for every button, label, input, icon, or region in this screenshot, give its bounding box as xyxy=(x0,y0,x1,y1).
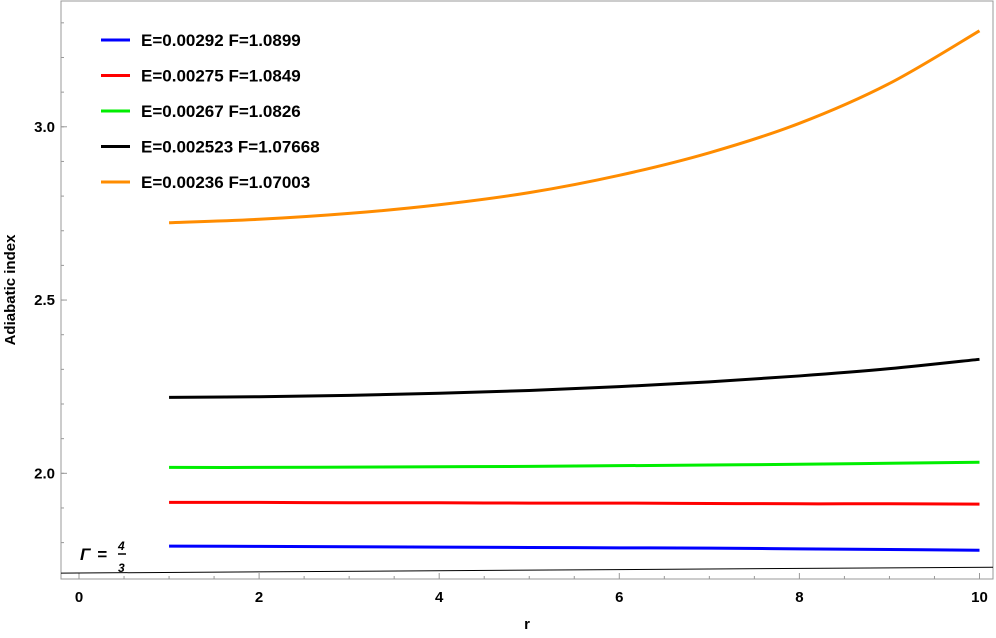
x-tick-label: 8 xyxy=(795,589,803,606)
series-line-3 xyxy=(169,460,980,469)
series-line-1 xyxy=(169,544,980,552)
x-tick-label: 2 xyxy=(255,589,263,606)
legend-label-5: E=0.00236 F=1.07003 xyxy=(141,173,310,192)
y-axis-label: Adiabatic index xyxy=(2,234,19,346)
y-tick-label: 2.5 xyxy=(34,292,55,309)
legend-label-3: E=0.00267 F=1.0826 xyxy=(141,102,301,121)
x-tick-label: 0 xyxy=(75,589,83,606)
gamma-reference-line xyxy=(60,566,994,574)
gamma-numerator: 4 xyxy=(117,539,125,553)
legend-label-2: E=0.00275 F=1.0849 xyxy=(141,67,301,86)
gamma-label: Γ = 4 3 xyxy=(80,539,126,575)
y-tick-label: 2.0 xyxy=(34,465,55,482)
x-axis-label: r xyxy=(524,616,530,633)
legend-label-1: E=0.00292 F=1.0899 xyxy=(141,31,301,50)
legend-label-4: E=0.002523 F=1.07668 xyxy=(141,138,320,157)
x-tick-label: 6 xyxy=(615,589,623,606)
x-tick-label: 10 xyxy=(971,589,988,606)
series-line-5 xyxy=(169,29,981,225)
y-tick-label: 3.0 xyxy=(34,119,55,136)
series-line-4 xyxy=(169,357,980,399)
gamma-equals: = xyxy=(97,545,107,564)
series-line-2 xyxy=(169,500,980,506)
x-tick-label: 4 xyxy=(435,589,444,606)
gamma-symbol: Γ xyxy=(80,545,92,564)
plot-frame xyxy=(60,0,994,580)
gamma-denominator: 3 xyxy=(118,561,125,575)
